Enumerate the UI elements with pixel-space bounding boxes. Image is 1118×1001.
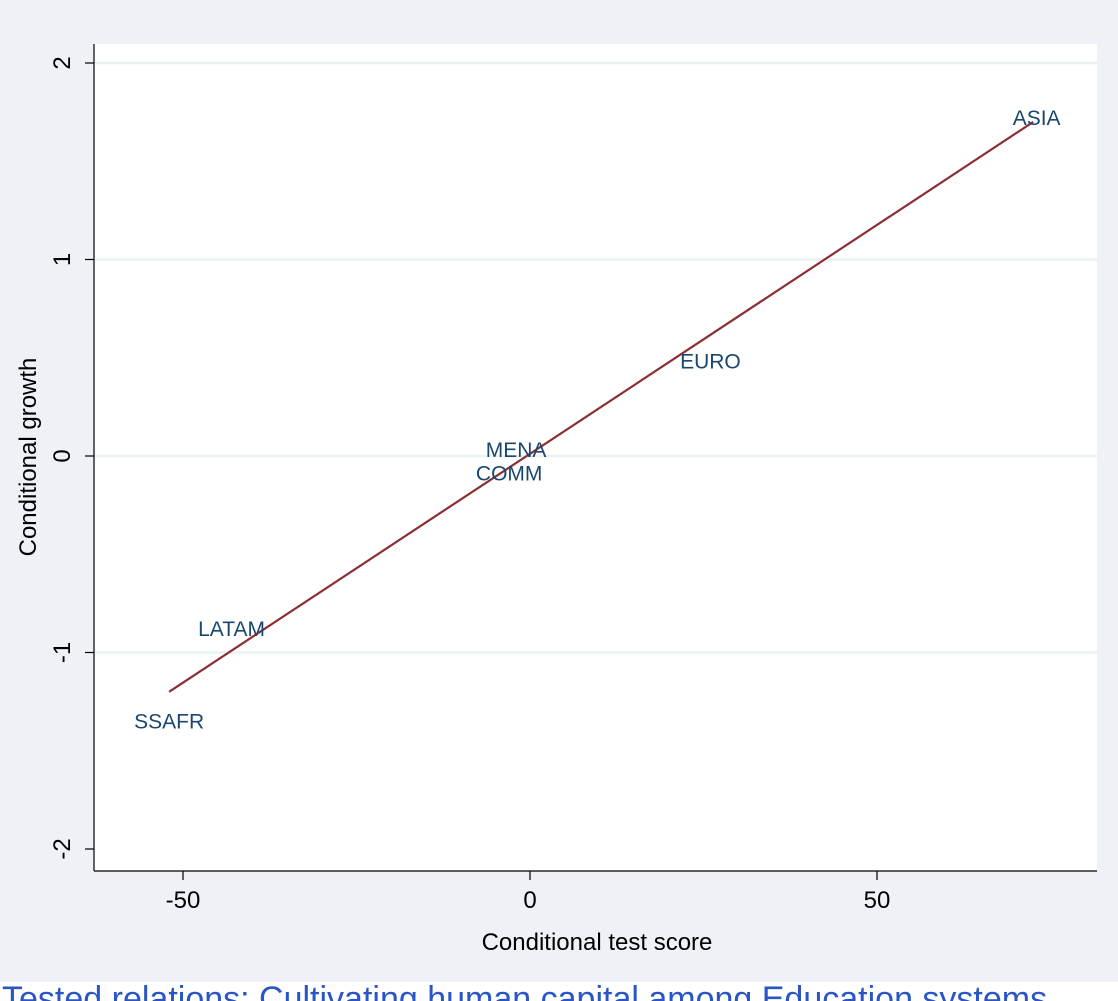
x-axis-title: Conditional test score bbox=[482, 929, 713, 956]
point-label-mena: MENA bbox=[486, 439, 547, 462]
axes bbox=[93, 44, 1097, 872]
point-label-latam: LATAM bbox=[198, 618, 265, 641]
point-label-ssafr: SSAFR bbox=[134, 710, 204, 733]
y-axis-title: Conditional growth bbox=[15, 358, 42, 557]
y-tick-label: -2 bbox=[49, 838, 76, 859]
point-label-euro: EURO bbox=[680, 351, 741, 374]
y-tick-label: 2 bbox=[49, 56, 76, 69]
point-label-comm: COMM bbox=[476, 463, 543, 486]
gridlines bbox=[94, 61, 1097, 654]
point-label-asia: ASIA bbox=[1013, 107, 1061, 130]
caption-strip: Tested relations: Cultivating human capi… bbox=[0, 982, 1118, 1001]
plot-area bbox=[94, 44, 1097, 871]
caption-text: Tested relations: Cultivating human capi… bbox=[2, 982, 1048, 1001]
fit-line bbox=[168, 121, 1034, 693]
y-tick-label: 1 bbox=[49, 253, 76, 266]
y-tick-label: -1 bbox=[49, 642, 76, 663]
ticks: -2 -1 0 1 2 -50 0 50 bbox=[49, 56, 890, 914]
x-tick-label: 0 bbox=[523, 887, 536, 914]
y-tick-label: 0 bbox=[49, 449, 76, 462]
x-tick-label: 50 bbox=[864, 887, 891, 914]
x-tick-label: -50 bbox=[166, 887, 201, 914]
